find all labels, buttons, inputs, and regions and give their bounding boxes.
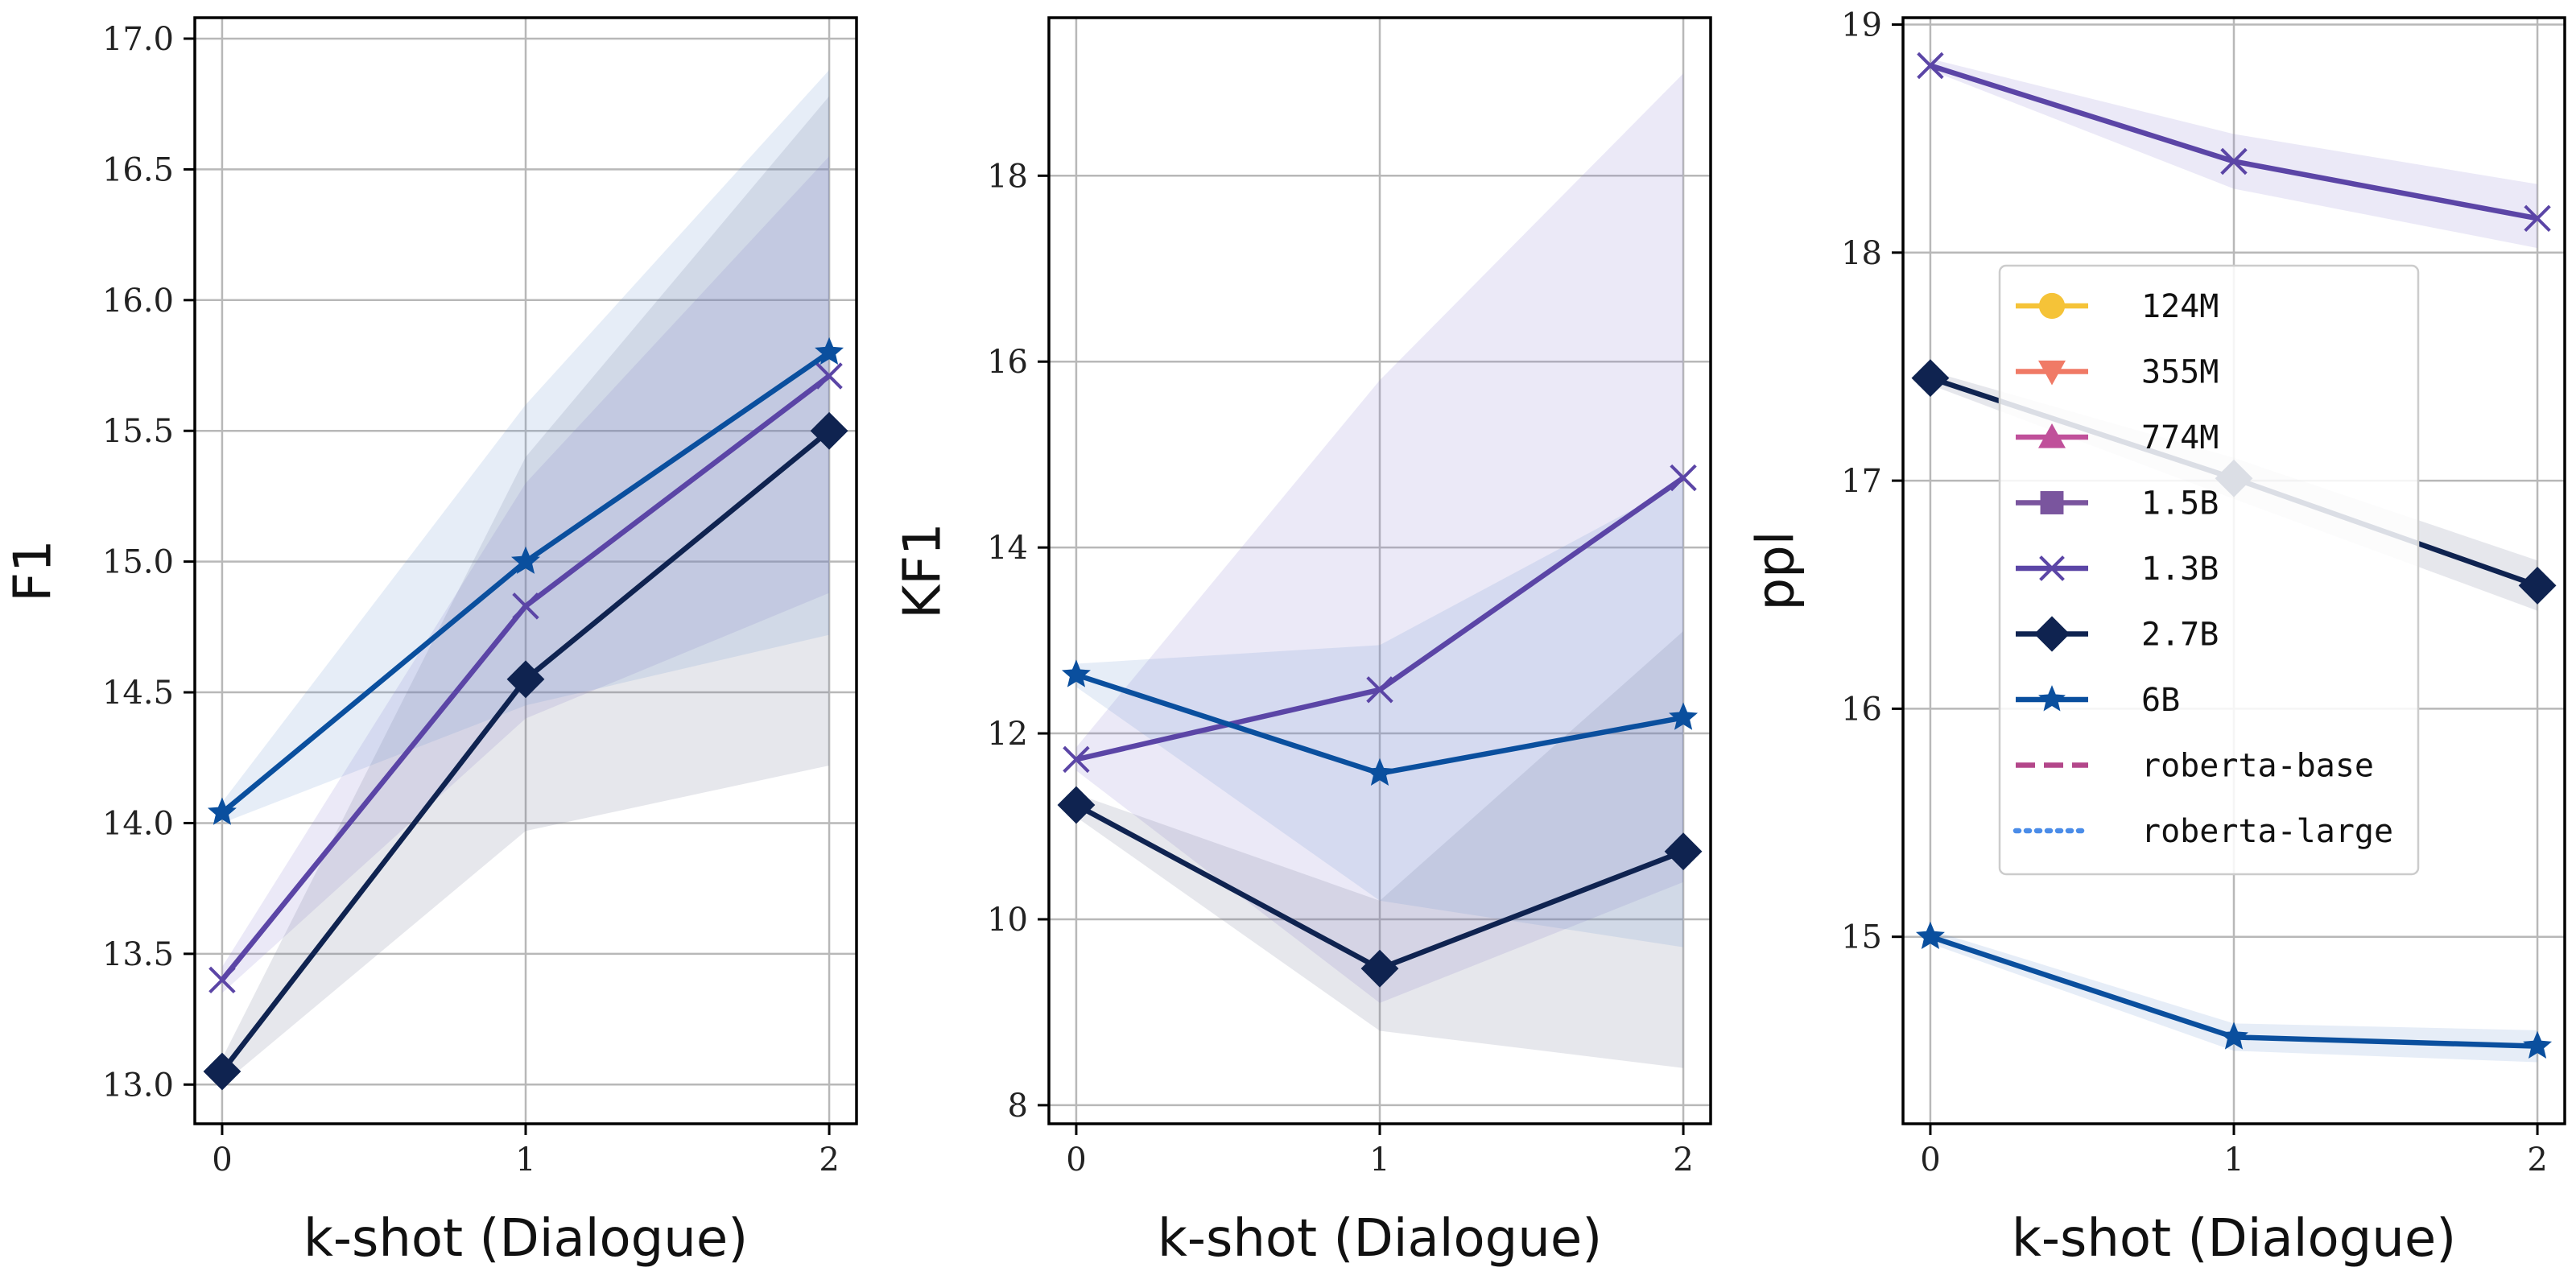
f1-ytick-label-5: 15.5 [102, 413, 174, 450]
ppl-xtick-label-1: 1 [2223, 1141, 2244, 1179]
kf1-ytick-label-3: 14 [987, 530, 1028, 567]
f1-point-6b-2 [815, 336, 844, 365]
ppl-point-1-3b-1 [2220, 147, 2248, 175]
f1-point-1-3b-1 [512, 592, 539, 620]
kf1-point-2-7b-2 [1664, 832, 1703, 871]
kf1-band-6b [1075, 482, 1684, 947]
ppl-ytick-label-4: 19 [1841, 6, 1882, 43]
legend-label-roberta-base: roberta-base [2141, 748, 2374, 785]
f1-xtick-label-2: 2 [819, 1141, 839, 1179]
kf1-ytick-label-4: 16 [987, 344, 1028, 381]
legend-marker-355m [2038, 360, 2066, 386]
legend-marker-6b [2038, 685, 2066, 712]
f1-band-2-7b [221, 96, 830, 1085]
legend-label-roberta-large: roberta-large [2141, 813, 2393, 850]
legend: 124M 355M 774M 1.5B 1.3B 2.7B 6B roberta-base ro… [1998, 264, 2420, 876]
kf1-band-2-7b [1075, 631, 1684, 1068]
ppl-x-axis-label: k-shot (Dialogue) [2012, 1209, 2456, 1269]
kf1-point-6b-2 [1669, 702, 1699, 730]
legend-marker-2-7b [2033, 616, 2070, 652]
ppl-point-2-7b-0 [1911, 359, 1950, 398]
ppl-point-6b-2 [2523, 1030, 2553, 1059]
kf1-xtick-label-2: 2 [1673, 1141, 1693, 1179]
f1-band-6b [221, 69, 830, 824]
ppl-point-1-3b-0 [1917, 52, 1944, 80]
ppl-band-6b [1930, 930, 2538, 1063]
f1-ytick-label-2: 14.0 [102, 805, 174, 842]
ppl-ytick-label-2: 17 [1841, 463, 1882, 500]
kf1-point-1-3b-1 [1366, 676, 1393, 704]
ppl-point-6b-1 [2219, 1022, 2248, 1050]
ppl-ytick-label-1: 16 [1841, 691, 1882, 728]
legend-label-6b: 6B [2141, 682, 2180, 719]
kf1-point-6b-1 [1365, 758, 1394, 786]
kf1-xtick-label-0: 0 [1066, 1141, 1086, 1179]
f1-ytick-label-4: 15.0 [102, 544, 174, 581]
kf1-point-1-3b-0 [1063, 745, 1090, 774]
legend-marker-124m [2038, 292, 2066, 320]
f1-ytick-label-8: 17.0 [102, 21, 174, 58]
legend-label-2-7b: 2.7B [2141, 617, 2219, 654]
ppl-point-2-7b-2 [2518, 567, 2557, 605]
ppl-band-1-3b [1930, 58, 2538, 249]
ppl-xtick-label-2: 2 [2527, 1141, 2547, 1179]
f1-point-2-7b-2 [810, 411, 848, 450]
kf1-ytick-label-0: 8 [1008, 1088, 1028, 1125]
f1-x-axis-label: k-shot (Dialogue) [303, 1209, 748, 1269]
ppl-point-6b-0 [1915, 921, 1945, 949]
f1-xtick-label-1: 1 [515, 1141, 535, 1179]
f1-y-axis-label: F1 [4, 539, 64, 602]
f1-point-1-3b-0 [208, 966, 236, 994]
ppl-point-1-3b-2 [2524, 204, 2551, 233]
legend-marker-774m [2038, 423, 2066, 448]
legend-label-774m: 774M [2141, 419, 2219, 456]
kf1-y-axis-label: KF1 [894, 522, 953, 619]
kf1-point-2-7b-1 [1360, 949, 1399, 988]
legend-marker-1-5b [2040, 491, 2064, 514]
legend-label-1-5b: 1.5B [2141, 485, 2219, 522]
f1-point-2-7b-0 [203, 1052, 242, 1091]
kf1-ytick-label-5: 18 [987, 158, 1028, 195]
f1-point-1-3b-2 [815, 362, 843, 390]
legend-label-355m: 355M [2141, 354, 2219, 391]
ppl-ytick-label-3: 18 [1841, 235, 1882, 272]
kf1-point-1-3b-2 [1670, 464, 1697, 492]
legend-label-124m: 124M [2141, 288, 2219, 325]
kf1-point-6b-0 [1061, 659, 1091, 687]
legend-marker-1-3b [2039, 555, 2065, 581]
ppl-ytick-label-0: 15 [1841, 919, 1882, 956]
f1-point-6b-0 [207, 797, 237, 825]
kf1-xtick-label-1: 1 [1369, 1141, 1389, 1179]
f1-ytick-label-7: 16.5 [102, 151, 174, 188]
kf1-band-1-3b [1075, 73, 1684, 1003]
kf1-x-axis-label: k-shot (Dialogue) [1158, 1209, 1602, 1269]
f1-ytick-label-0: 13.0 [102, 1067, 174, 1104]
f1-band-1-3b [221, 156, 830, 993]
f1-xtick-label-0: 0 [212, 1141, 232, 1179]
f1-point-2-7b-1 [506, 660, 545, 699]
kf1-point-2-7b-0 [1057, 786, 1096, 824]
kf1-ytick-label-1: 10 [987, 902, 1028, 939]
f1-ytick-label-3: 14.5 [102, 675, 174, 712]
f1-ytick-label-1: 13.5 [102, 936, 174, 973]
ppl-xtick-label-0: 0 [1920, 1141, 1940, 1179]
kf1-ytick-label-2: 12 [987, 716, 1028, 753]
f1-panel: 0 1 2 13.0 13.5 14.0 14.5 15.0 15.5 16.0 16.5 17.0 k… [4, 16, 858, 1269]
f1-ytick-label-6: 16.0 [102, 283, 174, 320]
legend-box [1998, 264, 2420, 876]
ppl-y-axis-label: ppl [1747, 530, 1806, 610]
f1-point-6b-1 [511, 546, 540, 574]
legend-label-1-3b: 1.3B [2141, 551, 2219, 588]
